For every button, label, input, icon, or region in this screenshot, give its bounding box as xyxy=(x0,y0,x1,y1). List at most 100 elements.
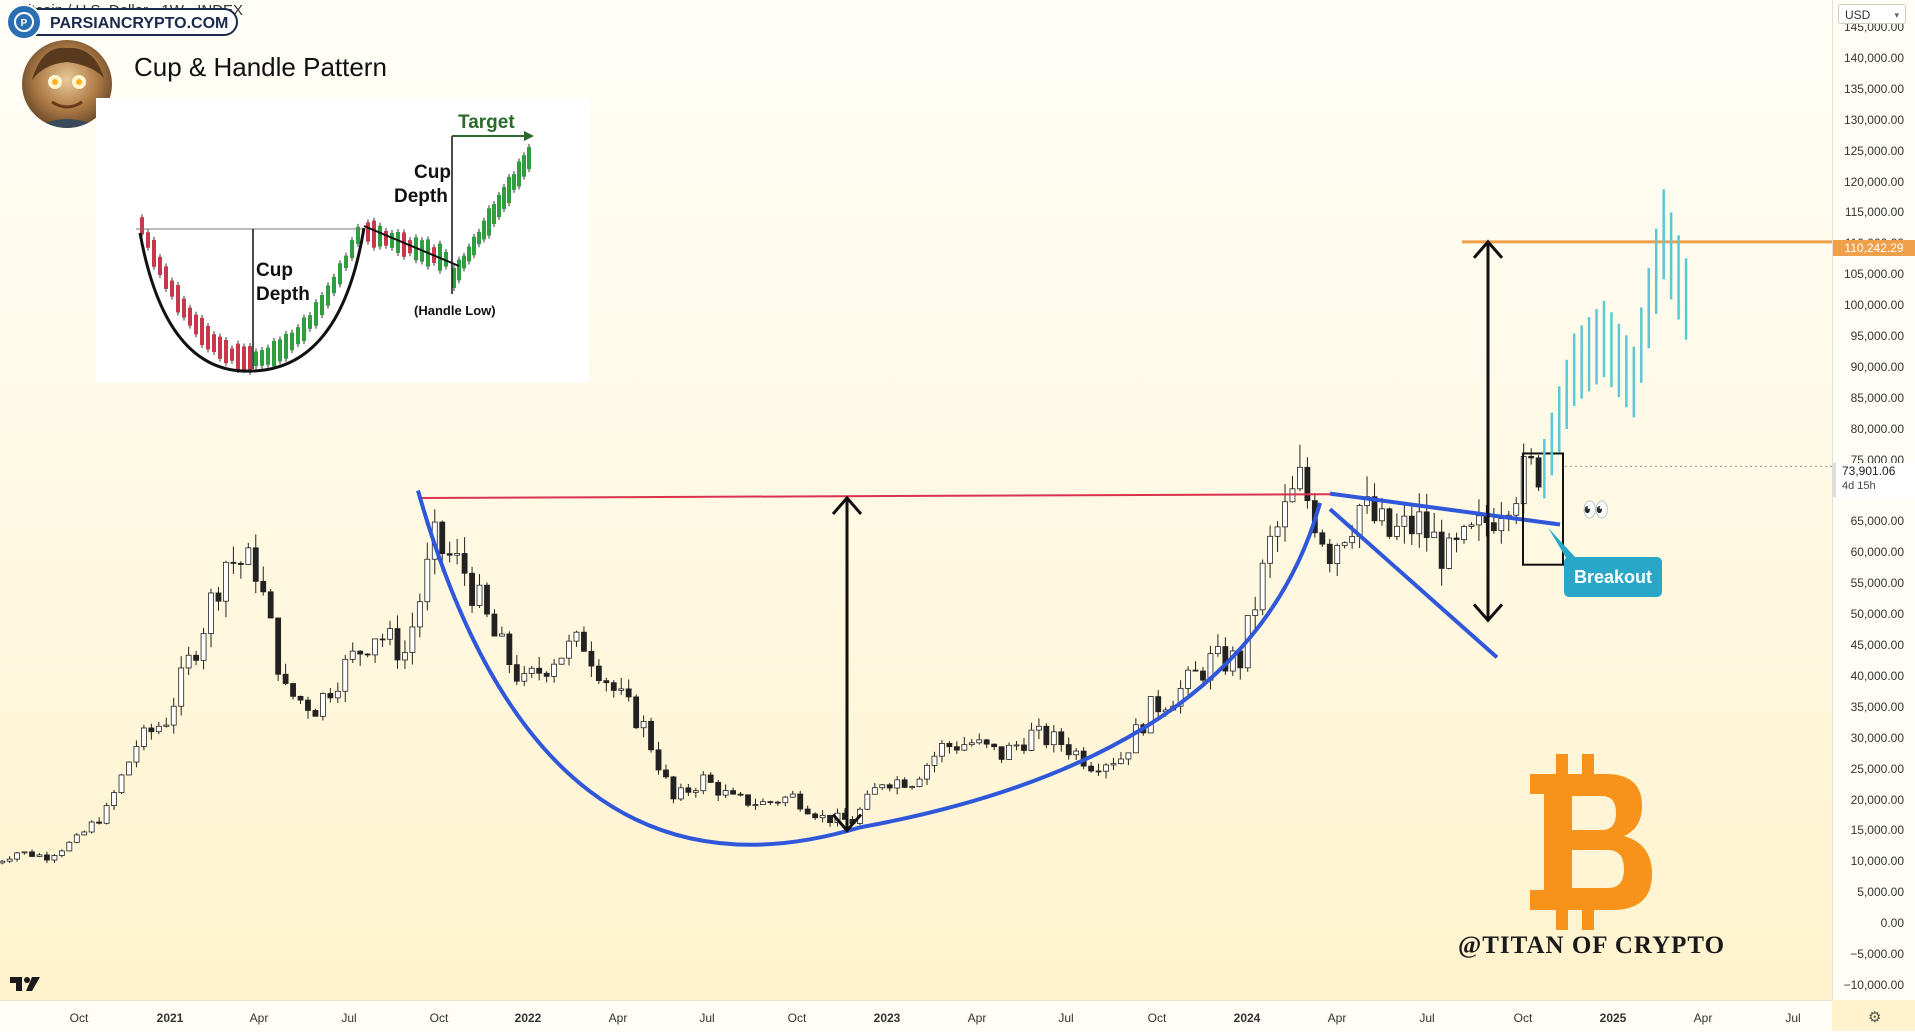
price-tick-label: 125,000.00 xyxy=(1843,143,1904,158)
candle-body xyxy=(812,813,819,819)
candle-body xyxy=(1155,696,1162,713)
candle-body xyxy=(73,834,80,843)
price-tick-label: −5,000.00 xyxy=(1850,947,1904,961)
diagram-candle xyxy=(517,161,521,187)
price-tick-label: 65,000.00 xyxy=(1850,514,1904,529)
candle-body xyxy=(1006,744,1012,760)
candle-body xyxy=(1453,537,1460,541)
time-tick-label: Apr xyxy=(1327,1011,1347,1025)
target-price-tag: 110,242.29 xyxy=(1833,240,1915,256)
diagram-candle xyxy=(527,146,531,170)
candle-body xyxy=(685,787,692,793)
price-tick-label: 95,000.00 xyxy=(1850,329,1904,343)
candle-body xyxy=(767,801,774,804)
candle-body xyxy=(1065,744,1072,756)
candle-body xyxy=(663,769,669,778)
candle-body xyxy=(715,782,722,796)
diagram-candle xyxy=(512,174,516,190)
diagram-candles xyxy=(140,143,531,375)
candle-body xyxy=(58,850,65,856)
settings-icon[interactable]: ⚙ xyxy=(1868,1009,1882,1026)
candle-body xyxy=(901,779,908,788)
diagram-candle xyxy=(212,334,216,353)
bar-countdown: 4d 15h xyxy=(1842,480,1876,492)
candle-body xyxy=(1446,537,1453,569)
candle-body xyxy=(1490,522,1497,532)
time-axis[interactable]: Oct 2021 Apr Jul Oct 2022 Apr Jul Oct 2023 Apr Jul O… xyxy=(0,1000,1832,1032)
candle-body xyxy=(237,562,244,565)
candle-body xyxy=(208,592,214,634)
diagram-candle xyxy=(182,298,186,318)
price-tick-label: 135,000.00 xyxy=(1843,81,1904,96)
candle-body xyxy=(953,746,960,751)
breakout-callout[interactable]: Breakout xyxy=(1564,557,1662,597)
candle-body xyxy=(760,801,766,805)
diagram-candle xyxy=(146,232,150,248)
price-axis[interactable]: 145,000.00 140,000.00 135,000.00 130,000.00… xyxy=(1832,0,1915,1000)
candle-body xyxy=(677,787,684,800)
candle-body xyxy=(446,553,453,556)
diagram-cup-curve xyxy=(138,227,366,373)
diagram-candle xyxy=(366,222,370,242)
cup-depth-arrowhead-bottom xyxy=(831,813,863,833)
candle-body xyxy=(782,796,789,804)
time-tick-label: Apr xyxy=(608,1011,628,1025)
diagram-candle xyxy=(242,346,246,371)
candle-body xyxy=(252,547,259,582)
candle-body xyxy=(722,790,729,796)
candle-body xyxy=(819,814,826,819)
candle-body xyxy=(0,860,6,864)
candle-body xyxy=(789,793,796,798)
time-tick-label: Jul xyxy=(699,1011,715,1025)
candle-body xyxy=(1326,543,1333,564)
candle-body xyxy=(513,664,520,682)
candle-body xyxy=(178,667,185,707)
candle-body xyxy=(1050,731,1057,746)
candle-body xyxy=(1185,669,1191,689)
currency-select[interactable]: USD ▾ xyxy=(1838,4,1906,24)
diagram-candle xyxy=(384,230,388,246)
candle-body xyxy=(1423,511,1430,538)
candle-body xyxy=(573,631,580,642)
diagram-candle xyxy=(372,220,376,248)
candles-layer xyxy=(0,443,1542,865)
candle-body xyxy=(998,746,1005,760)
candle-body xyxy=(372,638,379,656)
price-tick-label: 50,000.00 xyxy=(1850,607,1904,622)
diagram-candle xyxy=(302,317,306,342)
candle-body xyxy=(44,854,50,861)
diagram-cup-label-1: Cup xyxy=(256,260,293,281)
candle-body xyxy=(126,761,132,776)
candle-body xyxy=(603,680,610,684)
diagram-candle xyxy=(200,317,204,346)
candle-body xyxy=(625,688,632,698)
candle-body xyxy=(185,654,192,669)
diagram-candle xyxy=(164,266,168,289)
candle-body xyxy=(924,765,930,780)
candle-body xyxy=(223,561,229,602)
candle-body xyxy=(581,631,587,652)
candle-body xyxy=(111,792,117,806)
candle-body xyxy=(588,650,595,667)
site-badge-text: PARSIANCRYPTO.COM xyxy=(50,15,229,32)
diagram-candle xyxy=(314,302,318,326)
candle-body xyxy=(230,561,237,564)
tradingview-logo-icon[interactable] xyxy=(10,975,42,999)
candle-body xyxy=(424,558,431,603)
diagram-candle xyxy=(320,295,324,316)
time-tick-label: Oct xyxy=(1147,1011,1167,1025)
diagram-candle xyxy=(482,220,486,240)
last-price-tag: 73,901.06 4d 15h xyxy=(1833,463,1915,497)
price-chart[interactable] xyxy=(0,0,1832,1000)
time-tick-label: 2021 xyxy=(156,1011,184,1025)
diagram-candle xyxy=(152,239,156,267)
candle-body xyxy=(454,553,461,556)
price-tick-label: 115,000.00 xyxy=(1844,205,1904,220)
candle-body xyxy=(1386,508,1393,537)
candle-body xyxy=(1528,456,1535,459)
candle-body xyxy=(387,628,393,640)
time-tick-label: Oct xyxy=(69,1011,89,1025)
candle-body xyxy=(1319,532,1326,545)
candle-body xyxy=(267,591,274,619)
candle-body xyxy=(491,613,498,637)
